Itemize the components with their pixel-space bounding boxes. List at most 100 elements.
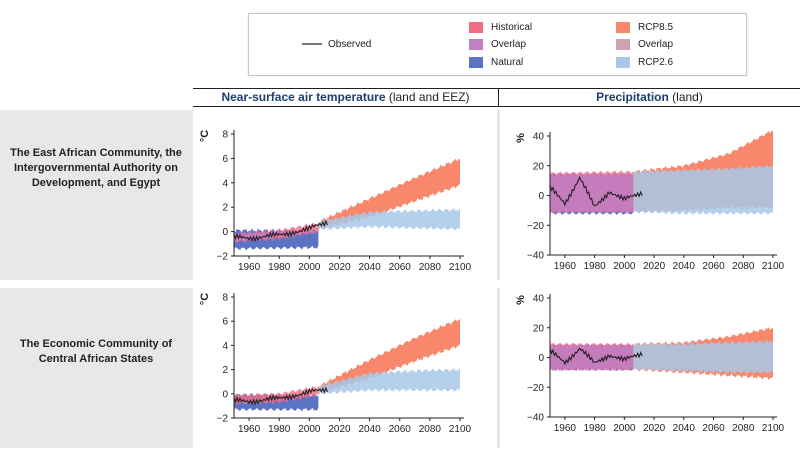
y-tick-label: 8 xyxy=(222,293,228,304)
y-tick-label: 4 xyxy=(222,178,228,189)
header-divider xyxy=(498,88,499,106)
temperature-suffix: (land and EEZ) xyxy=(385,90,470,104)
x-tick-label: 2000 xyxy=(298,262,321,273)
rcp26-band xyxy=(633,163,773,216)
y-tick-label: 0 xyxy=(538,353,544,364)
x-tick-label: 2000 xyxy=(613,261,636,272)
x-tick-label: 2080 xyxy=(732,423,755,434)
y-tick-label: 4 xyxy=(222,341,228,352)
y-axis-label: % xyxy=(515,295,527,305)
row-2-label: The Economic Community of Central Africa… xyxy=(19,338,173,365)
x-tick-label: 1960 xyxy=(238,262,261,273)
x-tick-label: 2020 xyxy=(328,424,351,435)
observed-line-icon xyxy=(302,43,322,45)
column-header-precipitation: Precipitation (land) xyxy=(499,89,800,106)
x-tick-label: 1980 xyxy=(268,424,291,435)
row-1-label: The East African Community, the Intergov… xyxy=(10,147,182,189)
panel-r2-precipitation: −40 −20 0 20 40 1960 1980 2000 2020 2040 2060 2080 2… xyxy=(500,288,800,448)
panel-r1-temperature: −2 0 2 4 6 8 1960 1980 2000 2020 2040 2060 2080 2100 °… xyxy=(193,110,497,280)
chart-r2-temperature: −2 0 2 4 6 8 1960 1980 2000 2020 2040 2060 2080 2100 °… xyxy=(199,293,472,436)
column-header-temperature: Near-surface air temperature (land and E… xyxy=(193,89,498,106)
y-tick-label: −40 xyxy=(527,251,544,262)
y-tick-label: 0 xyxy=(222,227,228,238)
legend-natural-label: Natural xyxy=(491,57,524,68)
chart-r1-temperature: −2 0 2 4 6 8 1960 1980 2000 2020 2040 2060 2080 2100 °… xyxy=(199,130,472,274)
y-tick-label: −20 xyxy=(527,221,544,232)
y-tick-label: −2 xyxy=(217,252,229,263)
x-tick-label: 1960 xyxy=(554,261,577,272)
panel-r1-precipitation: −40 −20 0 20 40 1960 1980 2000 2020 2040 2060 2080 2… xyxy=(500,110,800,280)
legend-historical-label: Historical xyxy=(491,22,533,33)
x-tick-label: 2060 xyxy=(702,423,725,434)
rcp26-band xyxy=(318,207,460,231)
y-tick-label: 2 xyxy=(222,365,228,376)
x-tick-label: 2100 xyxy=(762,261,785,272)
x-tick-label: 2040 xyxy=(358,424,381,435)
legend-overlap-label: Overlap xyxy=(491,39,527,50)
overlap-band xyxy=(550,172,634,214)
y-axis-label: °C xyxy=(199,293,211,305)
x-tick-label: 1960 xyxy=(554,423,577,434)
y-tick-label: −2 xyxy=(217,414,229,425)
rcp85-band xyxy=(318,319,460,396)
x-tick-label: 2100 xyxy=(449,424,472,435)
header-bottom-rule xyxy=(193,106,800,107)
y-tick-label: 0 xyxy=(538,191,544,202)
legend-overlap-swatch xyxy=(469,39,483,50)
x-tick-label: 2020 xyxy=(643,261,666,272)
x-tick-label: 1980 xyxy=(583,423,606,434)
x-tick-label: 2080 xyxy=(419,262,442,273)
y-axis-label: °C xyxy=(199,130,211,142)
legend-rcp26-label: RCP2.6 xyxy=(638,57,674,68)
x-tick-label: 2060 xyxy=(389,262,412,273)
x-tick-label: 2000 xyxy=(613,423,636,434)
x-tick-label: 2020 xyxy=(643,423,666,434)
x-tick-label: 1960 xyxy=(238,424,261,435)
y-tick-label: 20 xyxy=(533,161,545,172)
legend-future-overlap-label: Overlap xyxy=(638,39,674,50)
legend-rcp85-swatch xyxy=(616,22,630,33)
x-tick-label: 2040 xyxy=(673,261,696,272)
y-tick-label: −40 xyxy=(527,413,544,424)
x-tick-label: 2000 xyxy=(298,424,321,435)
x-tick-label: 2080 xyxy=(419,424,442,435)
rcp26-band xyxy=(633,339,773,375)
y-tick-label: 40 xyxy=(533,132,545,143)
precipitation-suffix: (land) xyxy=(668,90,703,104)
y-tick-label: 6 xyxy=(222,154,228,165)
x-tick-label: 2080 xyxy=(732,261,755,272)
x-tick-label: 2100 xyxy=(762,423,785,434)
legend-rcp85-label: RCP8.5 xyxy=(638,22,674,33)
observed-line xyxy=(233,219,328,243)
y-tick-label: 6 xyxy=(222,317,228,328)
x-tick-label: 2100 xyxy=(449,262,472,273)
x-tick-label: 1980 xyxy=(583,261,606,272)
temperature-title: Near-surface air temperature xyxy=(221,90,386,104)
y-tick-label: 40 xyxy=(533,294,545,305)
legend: Observed Historical Overlap Natural RCP8… xyxy=(248,13,747,76)
legend-historical-swatch xyxy=(469,22,483,33)
x-tick-label: 2060 xyxy=(389,424,412,435)
observed-line xyxy=(233,386,328,406)
legend-observed-label: Observed xyxy=(328,39,372,50)
x-tick-label: 2020 xyxy=(328,262,351,273)
y-tick-label: 8 xyxy=(222,130,228,141)
header-top-rule xyxy=(193,88,800,89)
y-tick-label: 20 xyxy=(533,323,545,334)
observed-line xyxy=(549,347,643,366)
y-tick-label: −20 xyxy=(527,383,544,394)
y-tick-label: 2 xyxy=(222,203,228,214)
rcp85-band xyxy=(318,158,460,231)
precipitation-title: Precipitation xyxy=(596,90,669,104)
y-tick-label: 0 xyxy=(222,389,228,400)
y-axis-label: % xyxy=(515,133,527,143)
x-tick-label: 1980 xyxy=(268,262,291,273)
observed-line xyxy=(549,176,643,207)
legend-natural-swatch xyxy=(469,57,483,68)
panel-r2-temperature: −2 0 2 4 6 8 1960 1980 2000 2020 2040 2060 2080 2100 °… xyxy=(193,288,497,448)
x-tick-label: 2060 xyxy=(702,261,725,272)
x-tick-label: 2040 xyxy=(358,262,381,273)
x-tick-label: 2040 xyxy=(673,423,696,434)
